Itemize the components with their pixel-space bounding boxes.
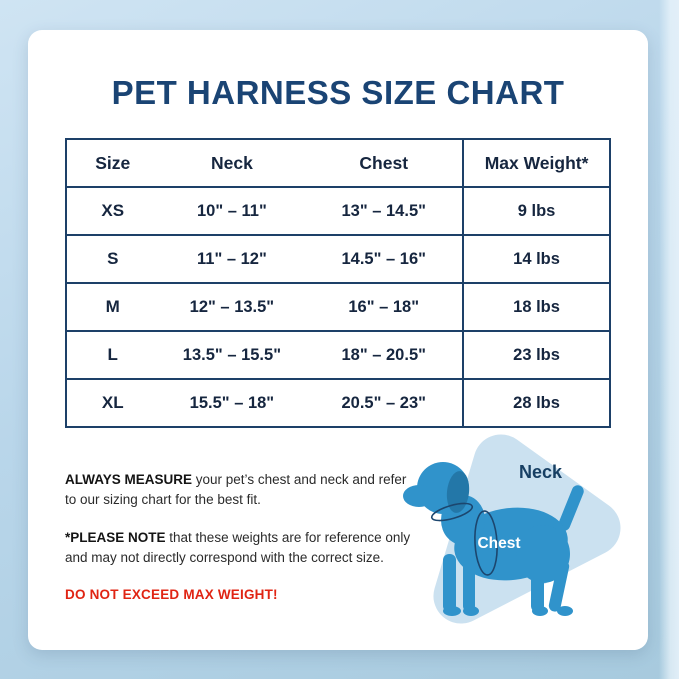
please-note-text: that these weights are for reference onl…	[65, 529, 411, 565]
neck-cell: 10" – 11"	[158, 187, 306, 236]
chest-label: Chest	[477, 535, 520, 552]
dog-snout	[403, 485, 435, 507]
dog-paw	[463, 606, 479, 616]
chest-measure-loop-icon	[474, 510, 498, 576]
neck-cell: 13.5" – 15.5"	[158, 331, 306, 380]
size-chart-card: PET HARNESS SIZE CHART Size Neck Chest M…	[28, 30, 648, 650]
size-cell: S	[66, 235, 159, 284]
chest-cell: 18" – 20.5"	[305, 331, 464, 380]
size-table: Size Neck Chest Max Weight* XS 10" – 11"…	[65, 138, 611, 428]
page-edge-gradient	[659, 0, 679, 679]
dog-thigh	[516, 525, 570, 583]
table-header-row: Size Neck Chest Max Weight*	[66, 139, 610, 188]
dog-illustration-area: Neck Chest	[403, 434, 621, 654]
weight-cell: 28 lbs	[462, 379, 610, 427]
col-header-chest: Chest	[305, 139, 464, 188]
chest-cell: 20.5" – 23"	[341, 393, 426, 412]
please-note-lead: *PLEASE NOTE	[65, 529, 166, 545]
dog-paw	[532, 606, 548, 616]
measure-note-text: your pet’s chest and neck and refer to o…	[65, 472, 407, 508]
dog-paw	[443, 606, 461, 616]
neck-cell: 15.5" – 18"	[189, 393, 275, 412]
bottom-section: ALWAYS MEASURE your pet’s chest and neck…	[65, 434, 621, 654]
weight-cell: 18 lbs	[462, 283, 610, 332]
dog-illustration: Neck Chest	[403, 434, 621, 624]
weight-cell: 14 lbs	[462, 235, 610, 284]
col-header-neck: Neck	[158, 139, 306, 188]
table-row-xl: XL 15.5" – 18" 20.5" – 23" 28 lbs	[66, 379, 610, 427]
col-header-max-weight: Max Weight*	[462, 139, 610, 188]
dog-silhouette	[403, 462, 584, 616]
dog-tail	[558, 485, 584, 531]
size-cell: XS	[66, 187, 159, 236]
chest-cell: 14.5" – 16"	[305, 235, 464, 284]
dog-rear-leg-2	[548, 560, 570, 612]
weight-cell: 23 lbs	[462, 331, 610, 380]
size-cell: L	[66, 331, 159, 380]
neck-cell: 12" – 13.5"	[158, 283, 306, 332]
measure-note-lead: ALWAYS MEASURE	[65, 472, 193, 487]
col-header-size: Size	[66, 139, 159, 188]
size-cell: M	[66, 283, 159, 332]
neck-cell: 11" – 12"	[158, 235, 306, 284]
table-row-s: S 11" – 12" 14.5" – 16" 14 lbs	[66, 235, 610, 284]
neck-label: Neck	[519, 462, 563, 482]
dog-front-leg-2	[463, 560, 475, 612]
chest-cell: 13" – 14.5"	[305, 187, 464, 236]
weight-cell: 9 lbs	[462, 187, 610, 236]
measure-note: ALWAYS MEASURE your pet’s chest and neck…	[65, 470, 417, 511]
table-row-m: M 12" – 13.5" 16" – 18" 18 lbs	[66, 283, 610, 332]
chest-cell: 16" – 18"	[305, 283, 464, 332]
table-row-xs: XS 10" – 11" 13" – 14.5" 9 lbs	[66, 187, 610, 236]
dog-ear	[446, 471, 470, 513]
dog-rear-leg	[531, 566, 544, 612]
please-note: *PLEASE NOTE that these weights are for …	[65, 528, 417, 569]
size-cell: XL	[101, 393, 124, 412]
dog-front-leg	[443, 554, 456, 612]
max-weight-warning: DO NOT EXCEED MAX WEIGHT!	[65, 587, 278, 602]
page-title: PET HARNESS SIZE CHART	[111, 74, 565, 111]
notes-block: ALWAYS MEASURE your pet’s chest and neck…	[65, 444, 417, 654]
table-row-l: L 13.5" – 15.5" 18" – 20.5" 23 lbs	[66, 331, 610, 380]
neck-measure-loop-icon	[430, 502, 474, 522]
dog-paw	[557, 606, 573, 616]
